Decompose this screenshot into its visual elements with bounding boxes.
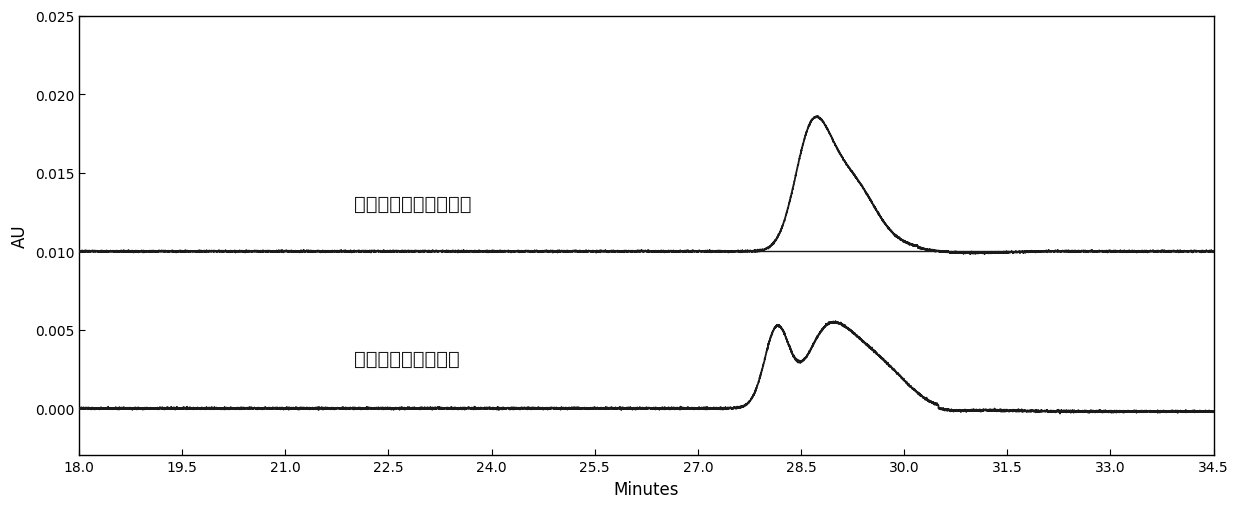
Text: 采用本发明方法的样品: 采用本发明方法的样品 [355, 194, 471, 213]
Y-axis label: AU: AU [11, 224, 29, 248]
X-axis label: Minutes: Minutes [614, 480, 680, 498]
Text: 采用常规方法的样品: 采用常规方法的样品 [355, 350, 460, 369]
